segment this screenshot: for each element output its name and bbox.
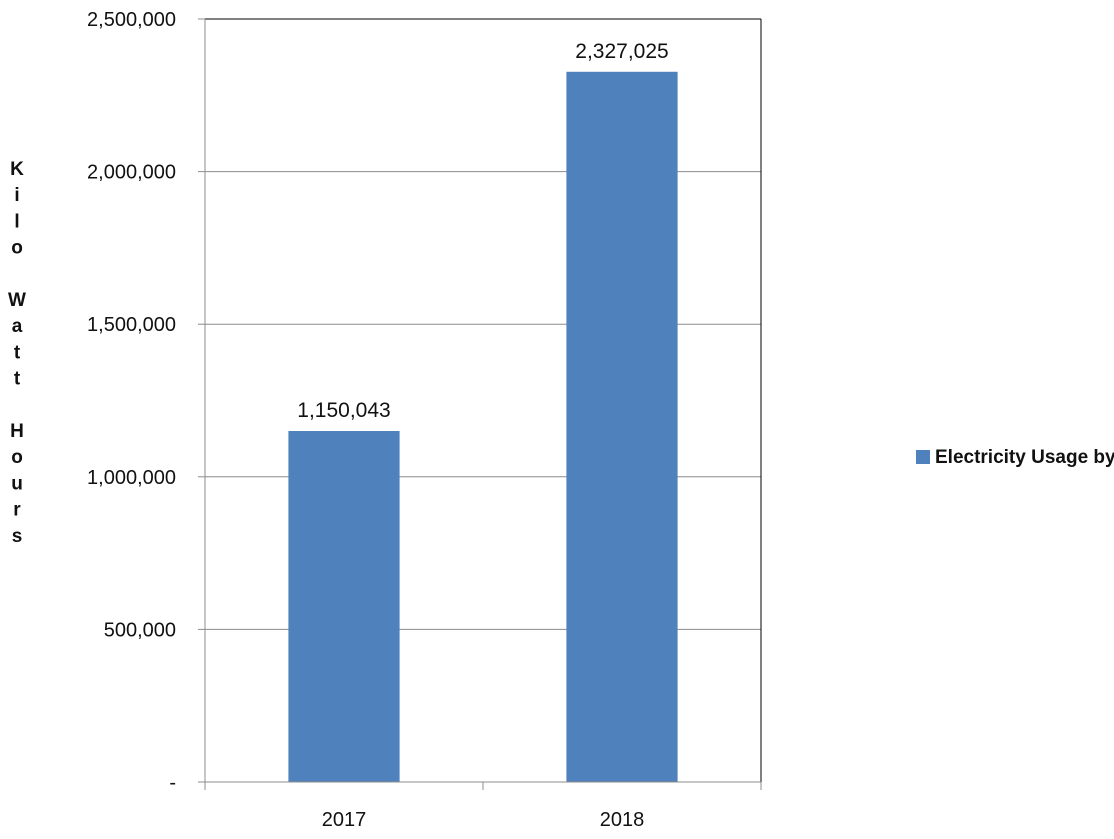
y-tick-label: 1,000,000 — [87, 467, 176, 489]
data-labels: 1,150,043 2,327,025 — [297, 40, 668, 422]
data-label: 2,327,025 — [575, 40, 668, 63]
legend: Electricity Usage by AASB — [916, 447, 1114, 468]
y-tick-label: 2,500,000 — [87, 9, 176, 31]
x-tick-label: 2017 — [322, 809, 367, 831]
data-label: 1,150,043 — [297, 399, 390, 422]
x-axis-ticks: 2017 2018 — [204, 782, 762, 831]
y-tick-label: 2,000,000 — [87, 162, 176, 184]
bar-2017 — [288, 431, 400, 782]
x-tick-label: 2018 — [600, 809, 645, 831]
bars — [288, 71, 678, 782]
y-tick-label: 500,000 — [104, 619, 176, 641]
y-axis-ticks: - 500,000 1,000,000 1,500,000 2,000,000 2,500… — [87, 9, 205, 794]
bar-2018 — [566, 71, 678, 782]
y-tick-label: 1,500,000 — [87, 314, 176, 336]
y-tick-label: - — [169, 772, 176, 794]
legend-swatch — [916, 450, 930, 464]
legend-label: Electricity Usage by AASB — [935, 447, 1114, 468]
